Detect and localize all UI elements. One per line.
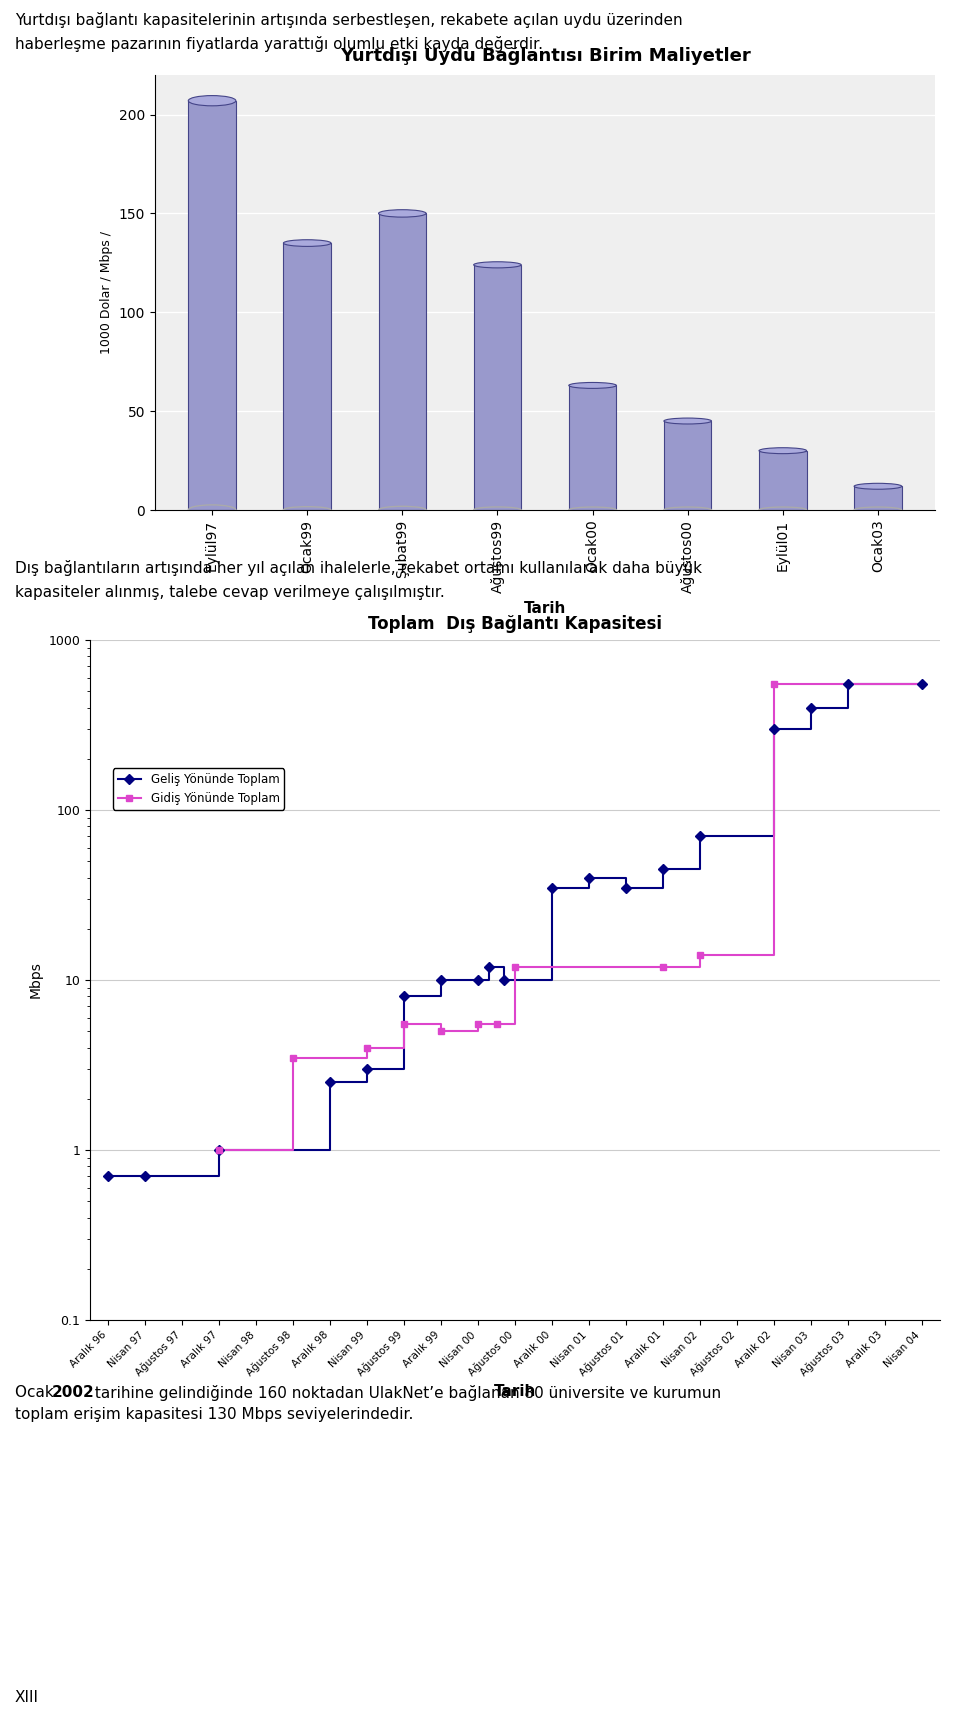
- Text: Ocak: Ocak: [15, 1385, 59, 1400]
- FancyBboxPatch shape: [164, 510, 925, 520]
- Ellipse shape: [854, 483, 901, 490]
- Ellipse shape: [664, 418, 711, 425]
- Bar: [188, 101, 236, 510]
- Text: tarihine gelindiğinde 160 noktadan UlakNet’e bağlanan 80 üniversite ve kurumun: tarihine gelindiğinde 160 noktadan UlakN…: [90, 1385, 721, 1400]
- Legend: Geliş Yönünde Toplam, Gidiş Yönünde Toplam: Geliş Yönünde Toplam, Gidiş Yönünde Topl…: [113, 769, 284, 810]
- Y-axis label: Mbps: Mbps: [29, 962, 43, 998]
- Text: Yurtdışı bağlantı kapasitelerinin artışında serbestleşen, rekabete açılan uydu ü: Yurtdışı bağlantı kapasitelerinin artışı…: [15, 12, 683, 27]
- Bar: [568, 385, 616, 510]
- Bar: [854, 486, 901, 510]
- Text: Dış bağlantıların artışında her yıl açılan ihalelerle, rekabet ortamı kullanılar: Dış bağlantıların artışında her yıl açıl…: [15, 560, 702, 575]
- Bar: [759, 450, 806, 510]
- Title: Yurtdışı Uydu Bağlantısı Birim Maliyetler: Yurtdışı Uydu Bağlantısı Birim Maliyetle…: [340, 48, 751, 65]
- Ellipse shape: [473, 262, 521, 267]
- Ellipse shape: [568, 382, 616, 389]
- X-axis label: Tarih: Tarih: [524, 601, 566, 616]
- Y-axis label: 1000 Dolar / Mbps /: 1000 Dolar / Mbps /: [101, 231, 113, 354]
- Title: Toplam  Dış Bağlantı Kapasitesi: Toplam Dış Bağlantı Kapasitesi: [368, 615, 662, 633]
- Ellipse shape: [759, 449, 806, 454]
- Ellipse shape: [283, 240, 331, 247]
- Bar: [283, 243, 331, 510]
- Ellipse shape: [188, 96, 236, 106]
- Text: toplam erişim kapasitesi 130 Mbps seviyelerindedir.: toplam erişim kapasitesi 130 Mbps seviye…: [15, 1407, 414, 1423]
- Text: XIII: XIII: [15, 1690, 39, 1705]
- Bar: [378, 214, 426, 510]
- Text: kapasiteler alınmış, talebe cevap verilmeye çalışılmıştır.: kapasiteler alınmış, talebe cevap verilm…: [15, 586, 444, 599]
- Bar: [473, 265, 521, 510]
- Ellipse shape: [378, 209, 426, 217]
- Bar: [664, 421, 711, 510]
- X-axis label: Tarih: Tarih: [493, 1383, 537, 1399]
- Text: haberleşme pazarının fiyatlarda yarattığı olumlu etki kayda değerdir.: haberleşme pazarının fiyatlarda yarattığ…: [15, 36, 543, 51]
- Text: 2002: 2002: [52, 1385, 95, 1400]
